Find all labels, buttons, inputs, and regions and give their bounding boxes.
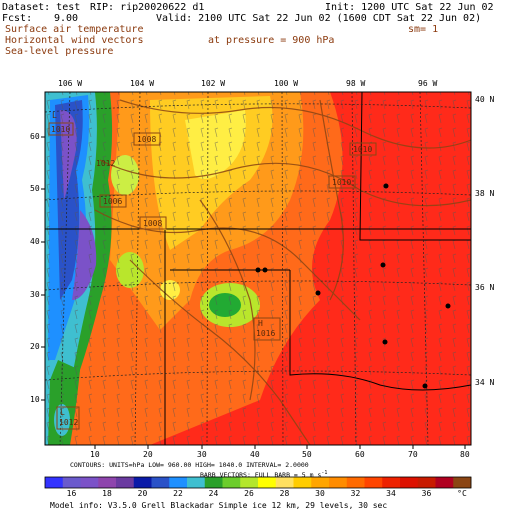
isobar-label: 1012 — [59, 418, 79, 427]
colorbar-label: 16 — [66, 489, 77, 498]
colorbar-swatch — [45, 477, 64, 488]
colorbar-label: 22 — [173, 489, 183, 498]
colorbar-label: 28 — [279, 489, 290, 498]
high-pressure-value: 1016 — [256, 329, 276, 338]
low-pressure-symbol: L — [52, 111, 57, 120]
colorbar-label: 34 — [386, 489, 396, 498]
colorbar-swatch — [169, 477, 188, 488]
colorbar-swatch — [346, 477, 365, 488]
colorbar-label: 18 — [102, 489, 112, 498]
colorbar-swatch — [222, 477, 241, 488]
field-wind-vectors: Horizontal wind vectors — [5, 35, 144, 46]
lon-label-96w: 96 W — [418, 79, 438, 88]
colorbar-swatch — [417, 477, 436, 488]
y-tick-30: 30 — [30, 290, 40, 299]
isobar-label: 1010 — [51, 125, 71, 134]
isobar-label: 1006 — [103, 197, 123, 206]
colorbar-label: 24 — [208, 489, 219, 498]
contours-info: CONTOURS: UNITS=hPa LOW= 960.00 HIGH= 10… — [70, 461, 309, 469]
pressure-level: at pressure = 900 hPa — [208, 35, 335, 46]
forecast-hour: 9.00 — [54, 13, 79, 24]
valid-time: Valid: 2100 UTC Sat 22 Jun 02 (1600 CDT … — [156, 13, 482, 24]
colorbar-label: 36 — [421, 489, 432, 498]
colorbar-swatch — [435, 477, 454, 488]
model-info: Model info: V3.5.0 Grell Blackadar Simpl… — [50, 501, 388, 510]
field-surface-temperature: Surface air temperature — [5, 24, 144, 35]
x-tick-80: 80 — [460, 450, 470, 459]
colorbar-label: 30 — [315, 489, 325, 498]
x-tick-50: 50 — [302, 450, 312, 459]
colorbar-swatch — [98, 477, 117, 488]
y-tick-60: 60 — [30, 132, 40, 141]
lon-label-98w: 98 W — [346, 79, 366, 88]
colorbar-swatch — [311, 477, 330, 488]
colorbar-swatch — [62, 477, 81, 488]
lon-label-100w: 100 W — [274, 79, 299, 88]
lat-label-38n: 38 N — [475, 189, 495, 198]
barb-vectors-exponent: -1 — [321, 470, 328, 476]
colorbar-swatch — [293, 477, 312, 488]
x-tick-10: 10 — [90, 450, 100, 459]
smoothing-label: sm= 1 — [408, 24, 439, 35]
lon-label-102w: 102 W — [201, 79, 226, 88]
x-tick-20: 20 — [143, 450, 153, 459]
barb-vectors-info: BARB VECTORS: FULL BARB = 5 m s-1 — [200, 469, 327, 479]
init-time: Init: 1200 UTC Sat 22 Jun 02 — [325, 2, 494, 13]
low-pressure-symbol: L — [60, 408, 65, 417]
colorbar-swatch — [275, 477, 294, 488]
temperature-field — [45, 92, 471, 445]
lat-label-34n: 34 N — [475, 378, 495, 387]
colorbar-swatch — [80, 477, 99, 488]
barb-vectors-text: BARB VECTORS: FULL BARB = 5 m s — [200, 471, 322, 480]
lat-label-36n: 36 N — [475, 283, 495, 292]
temperature-colorbar — [45, 477, 472, 488]
colorbar-label: 32 — [350, 489, 361, 498]
y-tick-40: 40 — [30, 237, 40, 246]
colorbar-swatch — [133, 477, 152, 488]
y-tick-20: 20 — [30, 342, 40, 351]
colorbar-swatch — [187, 477, 206, 488]
lon-label-104w: 104 W — [130, 79, 155, 88]
isobar-label: 1008 — [137, 135, 157, 144]
dataset-label: Dataset: test — [2, 2, 81, 13]
colorbar-swatch — [204, 477, 223, 488]
colorbar-swatch — [329, 477, 348, 488]
colorbar-swatch — [364, 477, 383, 488]
colorbar-swatch — [400, 477, 419, 488]
isobar-label: 1010 — [353, 145, 373, 154]
colorbar-swatch — [116, 477, 135, 488]
lon-label-106w: 106 W — [58, 79, 83, 88]
isobar-label: 1008 — [143, 219, 163, 228]
colorbar-swatch — [151, 477, 170, 488]
x-tick-40: 40 — [250, 450, 260, 459]
lat-label-40n: 40 N — [475, 95, 495, 104]
colorbar-swatch — [240, 477, 259, 488]
y-tick-10: 10 — [30, 395, 40, 404]
x-tick-70: 70 — [408, 450, 418, 459]
high-pressure-symbol: H — [258, 319, 263, 328]
colorbar-swatch — [453, 477, 472, 488]
x-tick-30: 30 — [197, 450, 207, 459]
isobar-label: 1010 — [332, 178, 352, 187]
colorbar-swatch — [382, 477, 401, 488]
colorbar-label: 20 — [137, 489, 148, 498]
y-tick-50: 50 — [30, 184, 40, 193]
rip-label: RIP: rip20020622 d1 — [90, 2, 205, 13]
isobar-label: 1012 — [96, 159, 116, 168]
colorbar-swatch — [258, 477, 277, 488]
field-sea-level-pressure: Sea-level pressure — [5, 46, 114, 57]
x-tick-60: 60 — [355, 450, 365, 459]
colorbar-label: °C — [457, 489, 467, 498]
forecast-label: Fcst: — [2, 13, 33, 24]
colorbar-label: 26 — [244, 489, 254, 498]
